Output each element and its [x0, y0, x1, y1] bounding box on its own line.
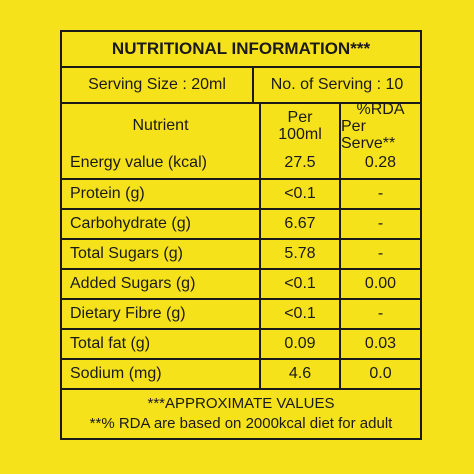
per-100ml: 27.5 [259, 148, 339, 178]
rda-per-serve: - [339, 240, 420, 268]
nutrient-name: Total fat (g) [70, 335, 151, 352]
nutrient-row: Sodium (mg) 4.6 0.0 [62, 358, 420, 388]
rda-per-serve: 0.03 [339, 330, 420, 358]
per-100ml: <0.1 [259, 300, 339, 328]
rda-per-serve: 0.0 [339, 360, 420, 388]
footnote: ***APPROXIMATE VALUES [147, 395, 335, 412]
nutrient-row: Energy value (kcal) 27.5 0.28 [62, 148, 420, 178]
nutrient-name: Energy value (kcal) [70, 154, 207, 171]
serving-size: Serving Size : 20ml [88, 76, 226, 93]
per-100ml: 4.6 [259, 360, 339, 388]
title-row: NUTRITIONAL INFORMATION*** [62, 32, 420, 66]
rda-per-serve: - [339, 300, 420, 328]
nutrient-row: Carbohydrate (g) 6.67- [62, 208, 420, 238]
nutrition-table: NUTRITIONAL INFORMATION*** Serving Size … [60, 30, 422, 440]
footnote: **% RDA are based on 2000kcal diet for a… [89, 415, 393, 432]
rda-per-serve: 0.00 [339, 270, 420, 298]
nutrient-name: Carbohydrate (g) [70, 215, 191, 232]
nutrient-name: Added Sugars (g) [70, 275, 196, 292]
rda-per-serve: 0.28 [339, 148, 420, 178]
nutrient-row: Total fat (g) 0.09 0.03 [62, 328, 420, 358]
nutrient-name: Dietary Fibre (g) [70, 305, 186, 322]
header-nutrient: Nutrient [132, 117, 189, 134]
header-text: Per [287, 109, 313, 126]
rda-per-serve: - [339, 210, 420, 238]
header-text: %RDA [356, 100, 405, 118]
per-100ml: 0.09 [259, 330, 339, 358]
per-100ml: <0.1 [259, 270, 339, 298]
nutrient-row: Protein (g) <0.1- [62, 178, 420, 208]
nutrient-name: Protein (g) [70, 185, 145, 202]
serving-row: Serving Size : 20ml No. of Serving : 10 [62, 66, 420, 102]
per-100ml: 6.67 [259, 210, 339, 238]
table-title: NUTRITIONAL INFORMATION*** [111, 39, 371, 58]
rda-per-serve: - [339, 180, 420, 208]
header-text: Per Serve** [341, 117, 396, 152]
header-per100: Per 100ml [259, 104, 339, 148]
per-100ml: <0.1 [259, 180, 339, 208]
header-text: 100ml [278, 126, 322, 143]
header-row: Nutrient Per 100ml %RDA Per Serve** [62, 100, 420, 152]
servings-count: No. of Serving : 10 [252, 68, 420, 102]
nutrient-name: Sodium (mg) [70, 365, 162, 382]
header-rda: %RDA Per Serve** [339, 100, 420, 152]
nutrient-name: Total Sugars (g) [70, 245, 183, 262]
footnote-row: ***APPROXIMATE VALUES **% RDA are based … [62, 388, 420, 438]
nutrient-row: Added Sugars (g) <0.1 0.00 [62, 268, 420, 298]
nutrient-row: Total Sugars (g) 5.78- [62, 238, 420, 268]
footnotes: ***APPROXIMATE VALUES **% RDA are based … [62, 390, 420, 438]
nutrient-row: Dietary Fibre (g) <0.1- [62, 298, 420, 328]
body-rows: Energy value (kcal) 27.5 0.28 Protein (g) <0… [62, 148, 420, 388]
per-100ml: 5.78 [259, 240, 339, 268]
